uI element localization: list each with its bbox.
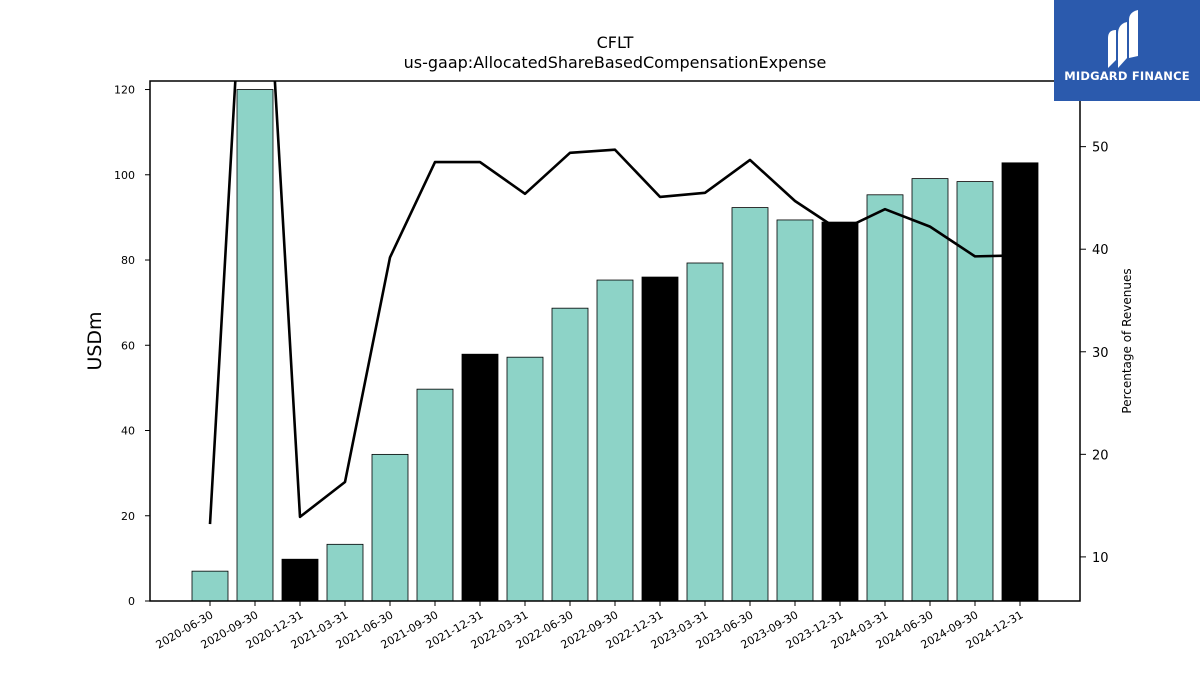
y-tick-right-label: 10 — [1092, 551, 1109, 566]
y-tick-right-label: 20 — [1092, 448, 1109, 463]
bar-2022-12-31 — [641, 276, 679, 602]
bar-2024-09-30 — [956, 181, 994, 602]
bar-2021-03-31 — [326, 543, 364, 602]
y-tick-right-label: 50 — [1092, 141, 1109, 156]
bar-2023-06-30 — [731, 207, 769, 602]
y-axis-right: 10 20 30 40 50 — [1080, 141, 1109, 566]
bar-2023-12-31 — [821, 221, 859, 602]
line-layer — [208, 81, 1021, 525]
y-axis-label: USDm — [84, 311, 106, 370]
y-tick-right-label: 30 — [1092, 346, 1109, 361]
bar-2022-03-31 — [506, 356, 544, 602]
bar-2021-12-31 — [461, 353, 499, 602]
bar-2023-09-30 — [776, 219, 814, 602]
bar-2021-06-30 — [371, 453, 409, 602]
y-axis-left: 0 20 40 60 80 100 120 — [114, 84, 150, 608]
y-tick-label: 20 — [121, 510, 135, 523]
bar-2024-12-31 — [1001, 162, 1039, 602]
bar-2020-12-31 — [281, 558, 319, 602]
chart-subtitle: us-gaap:AllocatedShareBasedCompensationE… — [404, 53, 827, 72]
y-tick-label: 80 — [121, 254, 135, 267]
bar-2022-09-30 — [596, 279, 634, 602]
y-tick-label: 60 — [121, 339, 135, 352]
bar-2020-09-30 — [236, 89, 274, 602]
bar-2024-06-30 — [911, 178, 949, 602]
bar-2021-09-30 — [416, 388, 454, 602]
y-axis-right-label: Percentage of Revenues — [1120, 268, 1134, 413]
y-tick-label: 40 — [121, 425, 135, 438]
x-axis: 2020-06-302020-09-302020-12-312021-03-31… — [154, 601, 1026, 652]
logo-text: MIDGARD FINANCE — [1064, 69, 1190, 83]
y-tick-label: 100 — [114, 169, 135, 182]
bar-2022-06-30 — [551, 307, 589, 602]
bar-2020-06-30 — [191, 570, 229, 602]
chart-title: CFLT — [597, 33, 634, 52]
logo-mark-icon — [1108, 10, 1138, 68]
bar-2023-03-31 — [686, 262, 724, 602]
y-tick-label: 120 — [114, 84, 135, 97]
bars-layer — [191, 89, 1039, 602]
bar-2024-03-31 — [866, 194, 904, 602]
y-tick-label: 0 — [128, 595, 135, 608]
y-tick-right-label: 40 — [1092, 243, 1109, 258]
logo: MIDGARD FINANCE — [1054, 0, 1200, 101]
